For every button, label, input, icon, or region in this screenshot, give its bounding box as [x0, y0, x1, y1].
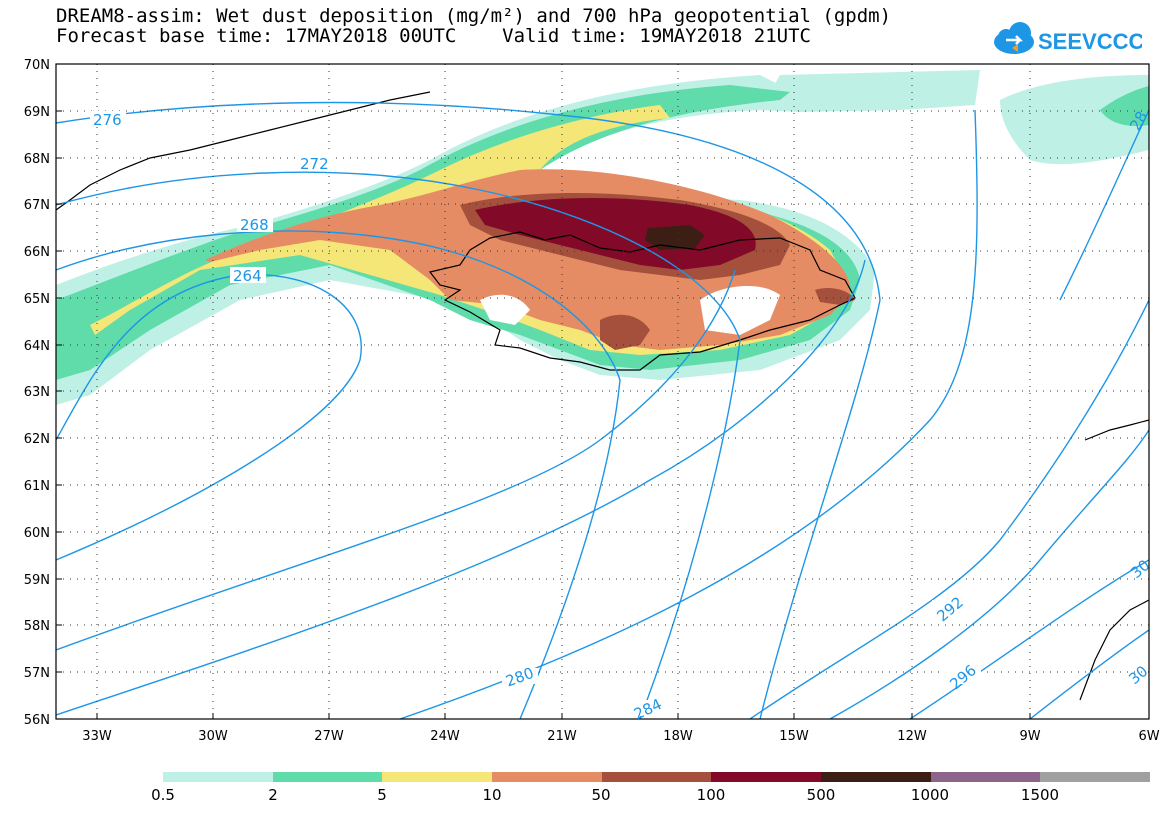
deposition-shade — [600, 314, 650, 350]
legend-label: 1500 — [1020, 786, 1060, 804]
legend-label: 5 — [377, 786, 387, 804]
tick-marks — [56, 63, 1150, 720]
dust-deposition-field — [56, 70, 1149, 405]
legend-swatch — [930, 772, 1041, 782]
lon-label: 33W — [82, 729, 112, 744]
deposition-shade — [815, 288, 855, 305]
contour-label: 276 — [93, 111, 122, 129]
valid-time: Valid time: 19MAY2018 21UTC — [502, 25, 811, 47]
contour-264 — [56, 273, 362, 561]
chart-title: DREAM8-assim: Wet dust deposition (mg/m²… — [56, 5, 892, 27]
greenland-coast — [56, 91, 431, 211]
legend-label: 2 — [268, 786, 278, 804]
lat-label: 69N — [24, 105, 50, 120]
deposition-shade — [700, 285, 780, 335]
legend-swatch — [821, 772, 931, 782]
lon-label: 6W — [1138, 729, 1159, 744]
lat-label: 65N — [24, 292, 50, 307]
lon-label: 30W — [198, 729, 228, 744]
legend-label: 1000 — [910, 786, 950, 804]
lon-label: 12W — [897, 729, 927, 744]
lat-label: 68N — [24, 152, 50, 167]
lon-label: 9W — [1019, 729, 1040, 744]
legend-swatch — [492, 772, 602, 782]
forecast-times: Forecast base time: 17MAY2018 00UTC Vali… — [56, 26, 811, 46]
legend-swatch — [711, 772, 822, 782]
legend-label: 100 — [696, 786, 726, 804]
color-legend — [163, 772, 1151, 782]
contour-288 — [399, 109, 978, 719]
lat-label: 63N — [24, 385, 50, 400]
map-area: 70N 69N 68N 67N 66N 65N 64N 63N 62N 61N … — [24, 58, 1160, 744]
contour-label: 296 — [946, 661, 980, 693]
contour-304 — [1029, 629, 1149, 719]
contour-280 — [56, 269, 736, 651]
geopotential-contours — [56, 101, 1149, 719]
cloud-icon — [994, 22, 1034, 54]
contour-296 — [829, 429, 1149, 719]
lon-label: 21W — [547, 729, 577, 744]
logo-text: SEEVCCC — [1038, 29, 1142, 54]
legend-label: 50 — [591, 786, 611, 804]
contour-label: 268 — [240, 216, 269, 234]
longitude-labels: 33W 30W 27W 24W 21W 18W 15W 12W 9W 6W — [82, 729, 1159, 744]
contour-276 — [56, 101, 881, 719]
legend-swatch — [382, 772, 493, 782]
iceland-coast — [428, 231, 856, 371]
lon-label: 18W — [663, 729, 693, 744]
legend-swatch — [1040, 772, 1151, 782]
latitude-labels: 70N 69N 68N 67N 66N 65N 64N 63N 62N 61N … — [24, 58, 50, 728]
legend-swatch — [163, 772, 273, 782]
forecast-base-time: Forecast base time: 17MAY2018 00UTC — [56, 25, 457, 47]
deposition-shade — [645, 225, 705, 250]
contour-label: 272 — [300, 155, 329, 173]
lat-label: 59N — [24, 573, 50, 588]
lat-label: 66N — [24, 245, 50, 260]
deposition-shade — [1000, 75, 1149, 165]
norway-coast — [1084, 419, 1149, 441]
lat-label: 61N — [24, 479, 50, 494]
lon-label: 24W — [430, 729, 460, 744]
lat-label: 64N — [24, 339, 50, 354]
legend-label: 10 — [482, 786, 502, 804]
contour-272 — [56, 171, 741, 719]
contour-east — [1059, 109, 1149, 301]
contour-268 — [56, 230, 621, 719]
seevccc-logo: SEEVCCC — [994, 22, 1142, 54]
contour-300 — [909, 559, 1149, 719]
lat-label: 56N — [24, 713, 50, 728]
legend-swatch — [272, 772, 383, 782]
contour-label: 30 — [1125, 662, 1151, 688]
legend-label: 500 — [806, 786, 836, 804]
contour-label: 280 — [503, 664, 536, 691]
deposition-shade — [480, 294, 530, 325]
lat-label: 67N — [24, 198, 50, 213]
lon-label: 15W — [779, 729, 809, 744]
graticule — [56, 64, 1149, 719]
contour-label: 292 — [933, 593, 967, 625]
lat-label: 70N — [24, 58, 50, 73]
lat-label: 58N — [24, 619, 50, 634]
lat-label: 57N — [24, 666, 50, 681]
contour-label: 264 — [233, 267, 262, 285]
legend-label: 0.5 — [151, 786, 175, 804]
contour-284 — [56, 259, 866, 716]
deposition-shade — [1100, 86, 1149, 127]
legend-swatch — [601, 772, 712, 782]
lat-label: 60N — [24, 526, 50, 541]
deposition-shade — [760, 70, 980, 112]
lat-label: 62N — [24, 432, 50, 447]
lon-label: 27W — [314, 729, 344, 744]
contour-292 — [749, 299, 1149, 719]
